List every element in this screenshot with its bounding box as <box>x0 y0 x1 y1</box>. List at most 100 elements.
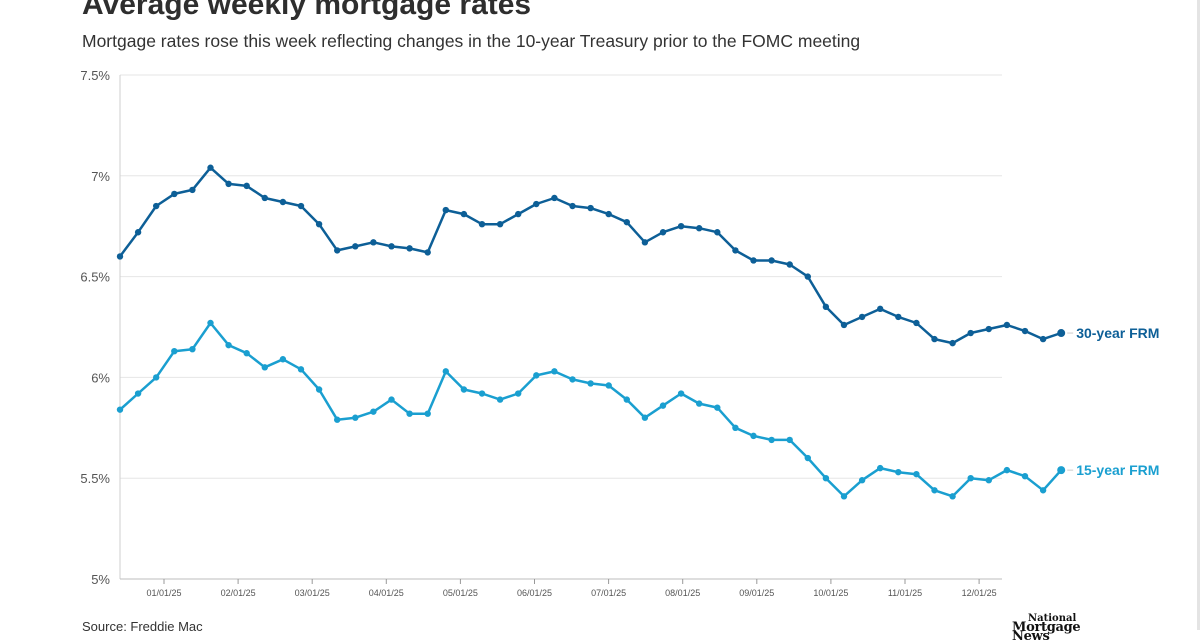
data-point <box>442 368 449 375</box>
series-line-15-year <box>119 321 1063 498</box>
source-note: Source: Freddie Mac <box>82 619 203 634</box>
data-point <box>786 436 793 444</box>
data-point <box>840 493 848 500</box>
y-tick-label: 6% <box>91 370 110 385</box>
data-point <box>949 339 956 347</box>
data-point <box>967 329 974 337</box>
data-point <box>406 410 413 417</box>
data-point <box>877 464 884 472</box>
data-point <box>985 477 992 484</box>
x-tick-label: 04/01/25 <box>369 588 404 598</box>
y-tick-label: 5.5% <box>80 471 110 486</box>
data-point <box>424 249 431 256</box>
data-point <box>822 303 830 311</box>
line-chart: 5% 5.5% 6% 6.5% 7% 7.5% 01/01/25 02/01/25 03/01/… <box>80 68 1159 598</box>
data-point <box>895 313 902 321</box>
data-point <box>134 229 142 236</box>
data-point <box>732 424 739 431</box>
data-point <box>134 390 142 397</box>
page-title: Average weekly mortgage rates <box>82 0 532 21</box>
data-point <box>388 396 395 403</box>
y-tick-label: 6.5% <box>80 270 110 285</box>
x-tick-label: 06/01/25 <box>517 588 552 598</box>
y-tick-label: 7% <box>91 169 110 184</box>
data-point <box>1057 466 1066 475</box>
data-point <box>732 247 739 254</box>
data-point <box>207 319 214 327</box>
series-points-30-year <box>116 164 1066 347</box>
data-point <box>659 229 667 236</box>
data-point <box>478 220 486 228</box>
data-point <box>931 487 938 494</box>
data-point <box>261 364 268 371</box>
data-point <box>460 386 468 393</box>
data-point <box>334 247 341 254</box>
data-point <box>116 253 124 260</box>
data-point <box>1003 466 1011 474</box>
data-point <box>515 210 522 218</box>
data-point <box>279 356 287 363</box>
data-point <box>261 194 268 202</box>
data-point <box>931 335 938 343</box>
data-point <box>750 432 757 440</box>
data-point <box>442 206 449 214</box>
data-point <box>967 475 974 482</box>
data-point <box>786 261 793 268</box>
data-point <box>877 305 884 313</box>
data-point <box>768 257 775 264</box>
series-label-30-year: 30-year FRM <box>1076 325 1159 341</box>
x-tick-label: 03/01/25 <box>295 588 330 598</box>
data-point <box>623 396 630 403</box>
x-tick-label: 07/01/25 <box>591 588 626 598</box>
data-point <box>696 225 703 232</box>
page-subtitle: Mortgage rates rose this week reflecting… <box>82 31 861 51</box>
series-points-15-year <box>116 319 1066 500</box>
data-point <box>822 475 830 482</box>
data-point <box>171 347 178 355</box>
data-point <box>533 200 540 208</box>
data-point <box>858 313 866 321</box>
data-point <box>1021 472 1029 480</box>
data-point <box>171 190 178 198</box>
data-point <box>297 202 305 210</box>
data-point <box>279 198 287 206</box>
data-point <box>569 202 576 210</box>
data-point <box>225 180 232 188</box>
data-point <box>243 182 250 190</box>
page-edge <box>1197 0 1200 630</box>
data-point <box>840 321 848 329</box>
data-point <box>388 243 395 250</box>
data-point <box>587 380 594 387</box>
x-tick-label: 09/01/25 <box>739 588 774 598</box>
data-point <box>587 204 594 212</box>
data-point <box>225 341 232 349</box>
data-point <box>189 186 196 194</box>
data-point <box>153 202 160 210</box>
data-point <box>641 239 649 246</box>
y-tick-label: 5% <box>91 572 110 587</box>
logo-line-2: Mortgage News <box>1012 620 1081 644</box>
data-point <box>750 257 757 264</box>
data-point <box>406 245 413 252</box>
data-point <box>334 416 341 423</box>
data-point <box>768 436 775 444</box>
data-point <box>533 372 540 379</box>
data-point <box>1057 329 1066 338</box>
data-point <box>352 414 359 421</box>
data-point <box>858 477 866 484</box>
data-point <box>116 406 124 413</box>
x-tick-label: 01/01/25 <box>146 588 181 598</box>
x-tick-label: 05/01/25 <box>443 588 478 598</box>
data-point <box>804 273 811 280</box>
logo-line-1: National <box>1028 613 1077 624</box>
data-point <box>207 164 214 171</box>
data-point <box>551 368 558 375</box>
data-point <box>370 408 377 415</box>
data-point <box>370 239 377 246</box>
data-point <box>424 410 431 417</box>
data-point <box>677 390 685 397</box>
x-tick-label: 02/01/25 <box>221 588 256 598</box>
data-point <box>985 325 992 333</box>
data-point <box>913 319 920 327</box>
data-point <box>623 218 630 226</box>
